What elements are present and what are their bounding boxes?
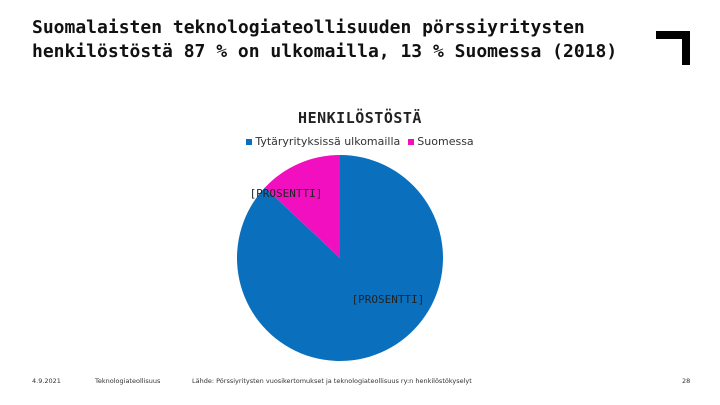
footer-date: 4.9.2021 <box>32 377 61 385</box>
footer-organization: Teknologiateollisuus <box>95 377 161 385</box>
pie-slice-finland <box>264 155 340 258</box>
chart-title: HENKILÖSTÖSTÄ <box>298 109 422 127</box>
footer-source: Lähde: Pörssiyritysten vuosikertomukset … <box>192 377 472 385</box>
brand-logo <box>656 31 690 65</box>
data-label-finland: [PROSENTTI] <box>250 187 323 200</box>
legend-swatch-abroad <box>246 138 253 145</box>
footer-page-number: 28 <box>682 377 691 385</box>
legend-item-abroad: Tytäryrityksissä ulkomailla <box>246 135 400 148</box>
data-label-abroad: [PROSENTTI] <box>352 293 425 306</box>
legend-swatch-finland <box>408 138 415 145</box>
chart-legend: Tytäryrityksissä ulkomailla Suomessa <box>220 135 500 148</box>
legend-item-finland: Suomessa <box>408 135 474 148</box>
slide-title: Suomalaisten teknologiateollisuuden pörs… <box>32 17 618 62</box>
legend-label-abroad: Tytäryrityksissä ulkomailla <box>255 135 401 148</box>
legend-label-finland: Suomessa <box>417 135 474 148</box>
pie-slice-abroad <box>236 155 443 362</box>
